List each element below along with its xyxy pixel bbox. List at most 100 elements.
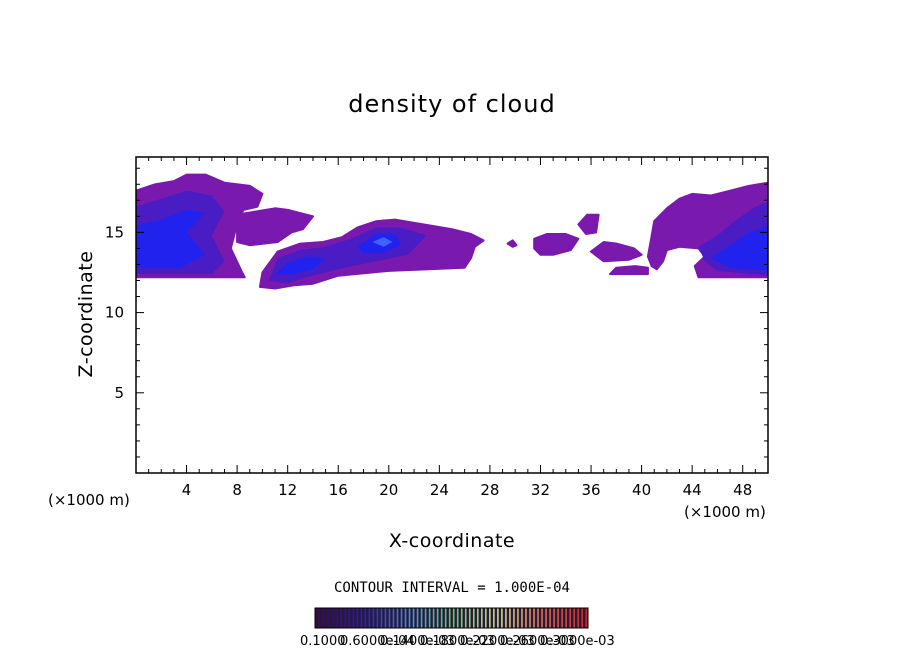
colorbar-swatch (400, 608, 403, 628)
colorbar-swatch (412, 608, 415, 628)
cloud-region-outer (590, 241, 643, 263)
contour-interval-label: CONTOUR INTERVAL = 1.000E-04 (334, 580, 570, 596)
colorbar-swatch (525, 608, 527, 628)
colorbar-swatch (581, 608, 583, 628)
y-tick-label: 15 (105, 223, 124, 241)
colorbar-swatch (320, 608, 323, 628)
colorbar-swatch (509, 608, 511, 628)
x-axis-label: X-coordinate (389, 530, 515, 552)
colorbar-swatch (368, 608, 371, 628)
cloud-region-outer (506, 239, 518, 248)
colorbar-swatch (557, 608, 559, 628)
colorbar-swatch (485, 608, 487, 628)
colorbar-swatch (585, 608, 587, 628)
colorbar-swatch (456, 608, 459, 628)
x-unit-left: (×1000 m) (48, 491, 130, 509)
colorbar (314, 607, 589, 629)
colorbar-swatch (565, 608, 567, 628)
colorbar-swatch (408, 608, 411, 628)
colorbar-swatch (448, 608, 451, 628)
x-unit-right: (×1000 m) (684, 503, 766, 521)
x-tick-label: 4 (182, 481, 192, 499)
colorbar-swatch (481, 608, 483, 628)
colorbar-swatch (432, 608, 435, 628)
colorbar-swatch (360, 608, 363, 628)
colorbar-swatch (452, 608, 455, 628)
colorbar-swatch (537, 608, 539, 628)
colorbar-swatch (316, 608, 319, 628)
colorbar-swatch (324, 608, 327, 628)
x-tick-label: 48 (733, 481, 752, 499)
cloud-region-outer (577, 213, 600, 235)
colorbar-swatch (501, 608, 503, 628)
colorbar-swatch (340, 608, 343, 628)
colorbar-swatch (521, 608, 523, 628)
cloud-density-field (136, 173, 768, 290)
colorbar-swatch (541, 608, 543, 628)
colorbar-label: 0.2600e-03 (500, 634, 575, 649)
colorbar-swatch (440, 608, 443, 628)
colorbar-swatch (472, 608, 475, 628)
colorbar-swatch (468, 608, 471, 628)
colorbar-swatch (549, 608, 551, 628)
colorbar-swatch (561, 608, 563, 628)
colorbar-swatch (436, 608, 439, 628)
x-tick-label: 28 (480, 481, 499, 499)
cloud-region-outer (236, 207, 314, 247)
cloud-region-peak (372, 237, 393, 247)
colorbar-swatch (420, 608, 423, 628)
colorbar-swatch (380, 608, 383, 628)
x-tick-label: 8 (232, 481, 242, 499)
colorbar-swatch (577, 608, 579, 628)
colorbar-swatch (529, 608, 531, 628)
colorbar-swatch (553, 608, 555, 628)
axis-ticks (136, 157, 768, 473)
colorbar-labels: 0.10000.6000e-040.1400e-030.1800e-030.22… (300, 634, 615, 649)
colorbar-swatch (573, 608, 575, 628)
colorbar-label: 0.1400e-03 (380, 634, 455, 649)
colorbar-swatch (372, 608, 375, 628)
colorbar-swatch (348, 608, 351, 628)
x-tick-label: 24 (430, 481, 449, 499)
cloud-region-core (275, 256, 326, 275)
colorbar-swatch (476, 608, 479, 628)
y-axis-label: Z-coordinate (75, 251, 97, 378)
colorbar-swatch (328, 608, 331, 628)
x-tick-label: 44 (683, 481, 702, 499)
colorbar-swatch (489, 608, 491, 628)
colorbar-swatch (416, 608, 419, 628)
colorbar-swatch (424, 608, 427, 628)
x-tick-label: 12 (278, 481, 297, 499)
colorbar-swatch (460, 608, 463, 628)
x-tick-label: 20 (379, 481, 398, 499)
x-tick-label: 36 (581, 481, 600, 499)
colorbar-swatch (497, 608, 499, 628)
colorbar-swatch (569, 608, 571, 628)
y-tick-label: 10 (105, 304, 124, 322)
colorbar-swatch (352, 608, 355, 628)
colorbar-swatch (364, 608, 367, 628)
colorbar-swatch (384, 608, 387, 628)
colorbar-swatch (513, 608, 515, 628)
colorbar-label: 0.6000e-04 (340, 634, 415, 649)
colorbar-label: 0.3000e-03 (540, 634, 615, 649)
x-tick-label: 16 (329, 481, 348, 499)
colorbar-swatch (332, 608, 335, 628)
y-tick-label: 5 (114, 384, 124, 402)
colorbar-swatch (533, 608, 535, 628)
colorbar-swatch (388, 608, 391, 628)
colorbar-swatch (344, 608, 347, 628)
colorbar-swatch (428, 608, 431, 628)
cloud-region-core (136, 209, 206, 268)
chart-title: density of cloud (348, 90, 555, 118)
colorbar-swatch (464, 608, 467, 628)
x-tick-label: 32 (531, 481, 550, 499)
colorbar-swatch (392, 608, 395, 628)
colorbar-swatch (493, 608, 495, 628)
colorbar-swatch (545, 608, 547, 628)
colorbar-swatch (336, 608, 339, 628)
colorbar-swatch (505, 608, 507, 628)
colorbar-label: 0.1800e-03 (420, 634, 495, 649)
